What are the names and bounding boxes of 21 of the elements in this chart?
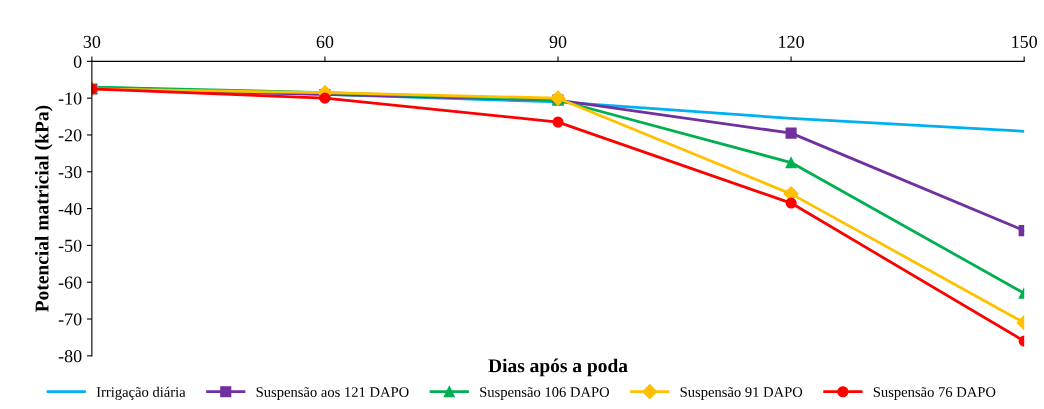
- y-tick-label: -20: [58, 129, 82, 142]
- x-tick-label: 120: [779, 35, 804, 48]
- x-tick-label: 60: [316, 35, 334, 48]
- x-tick-label: 90: [549, 35, 567, 48]
- y-tick-label: -80: [58, 350, 82, 363]
- legend-label: Suspensão 91 DAPO: [680, 386, 803, 400]
- legend-label: Suspensão aos 121 DAPO: [256, 386, 409, 400]
- y-tick-label: -30: [58, 166, 82, 179]
- y-axis-title: Potencial matricial (kPa): [34, 105, 53, 312]
- y-tick-label: -40: [58, 202, 82, 216]
- y-tick-label: 0: [73, 55, 82, 68]
- y-tick-label: -70: [58, 313, 82, 326]
- legend-label: Suspensão 76 DAPO: [873, 386, 996, 400]
- x-axis-title: Dias após a poda: [488, 358, 628, 377]
- y-tick-label: -50: [58, 239, 82, 252]
- x-tick-label: 30: [83, 35, 101, 48]
- y-tick-label: -10: [58, 92, 82, 105]
- legend-label: Irrigação diária: [96, 386, 186, 400]
- legend-label: Suspensão 106 DAPO: [480, 386, 610, 400]
- x-tick-label: 150: [1012, 35, 1038, 48]
- y-tick-label: -60: [58, 276, 82, 289]
